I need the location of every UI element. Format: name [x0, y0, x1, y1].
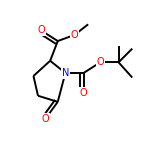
Text: N: N — [62, 68, 69, 78]
Text: O: O — [97, 57, 104, 67]
Text: O: O — [42, 114, 49, 124]
Text: O: O — [71, 30, 78, 40]
Text: O: O — [80, 88, 87, 98]
Text: O: O — [37, 25, 45, 35]
